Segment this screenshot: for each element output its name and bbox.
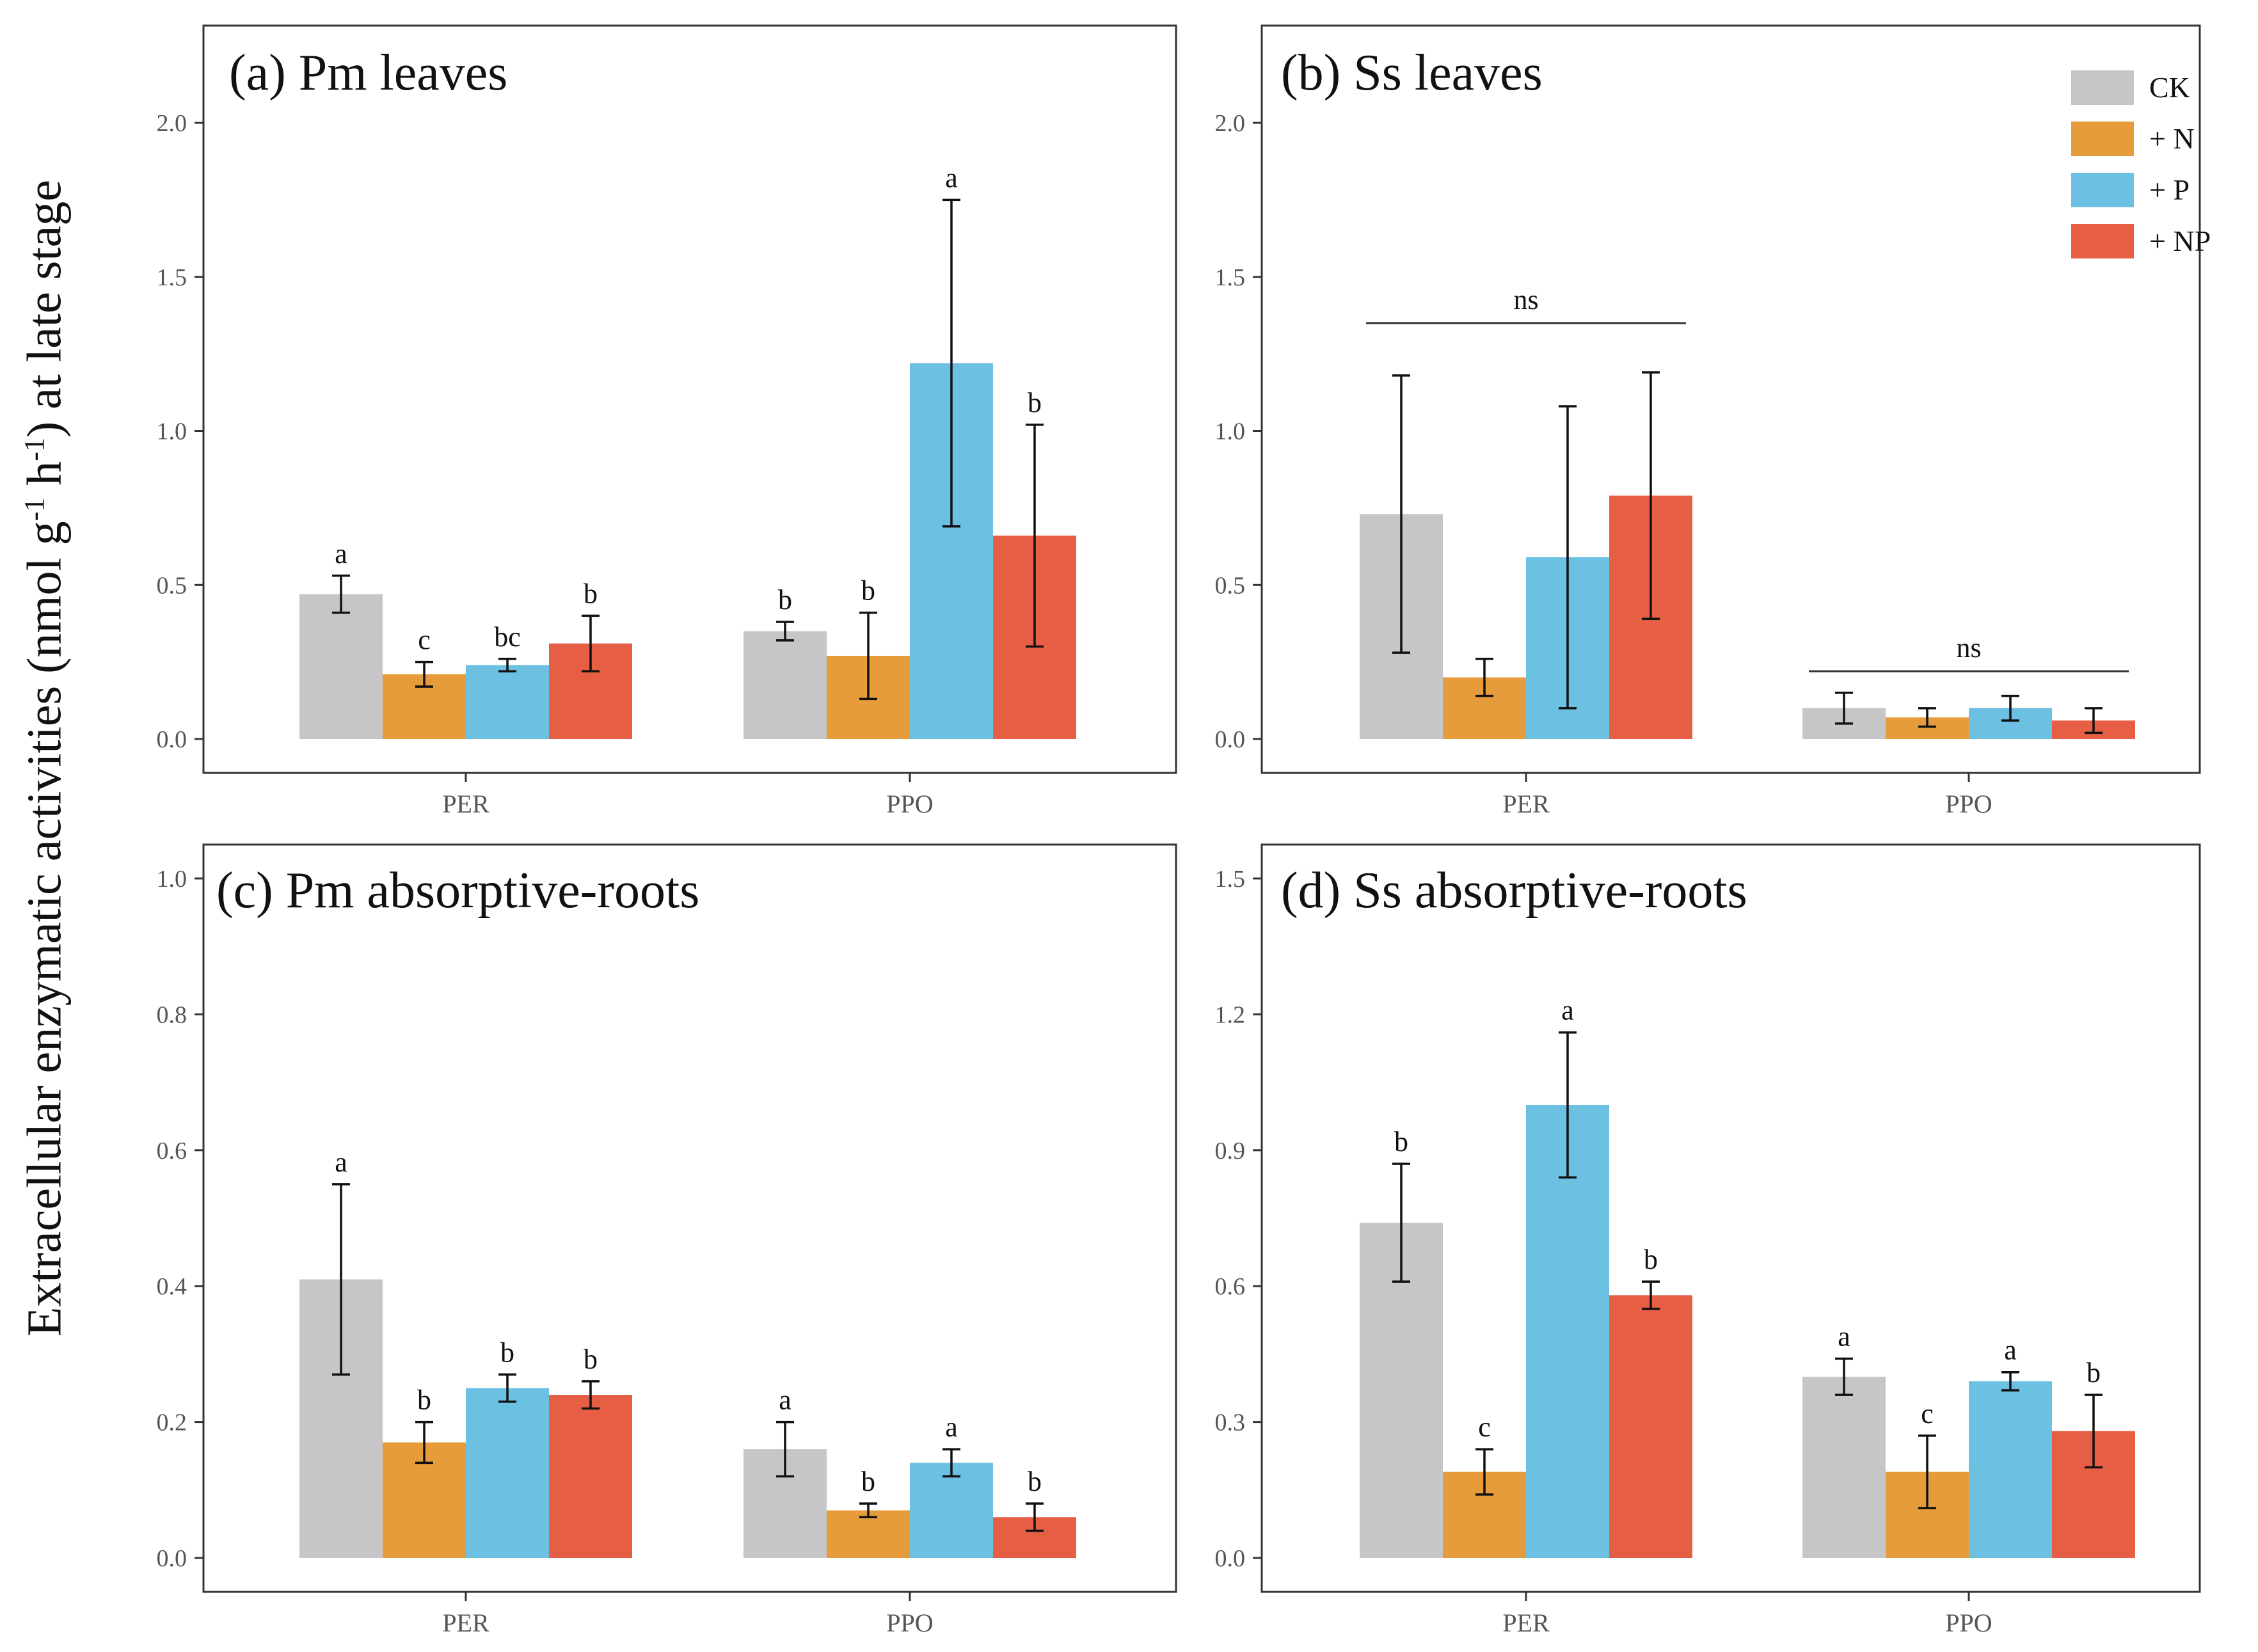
- significance-letter: b: [2087, 1357, 2101, 1388]
- y-tick-label: 0.6: [157, 1138, 187, 1164]
- y-tick-label: 0.5: [157, 572, 187, 599]
- y-tick-label: 2.0: [157, 110, 187, 137]
- significance-letter: c: [1478, 1411, 1491, 1443]
- y-tick-label: 1.5: [157, 264, 187, 291]
- y-tick-label: 0.0: [157, 726, 187, 753]
- significance-letter: b: [1028, 1466, 1042, 1497]
- x-tick-label: PPO: [886, 1608, 933, 1637]
- significance-letter: a: [1838, 1321, 1850, 1352]
- legend-swatch-n: [2071, 122, 2134, 156]
- y-tick-label: 1.0: [1215, 418, 1246, 445]
- legend-swatch-np: [2071, 224, 2134, 258]
- y-tick-label: 0.3: [1215, 1410, 1246, 1436]
- x-tick-label: PPO: [886, 790, 933, 818]
- x-tick-label: PER: [442, 1608, 489, 1637]
- significance-letter: b: [1028, 387, 1042, 418]
- x-tick-label: PER: [1502, 1608, 1550, 1637]
- x-tick-label: PER: [442, 790, 489, 818]
- bar-p: [466, 1388, 549, 1558]
- x-tick-label: PPO: [1945, 1608, 1992, 1637]
- y-tick-label: 0.8: [157, 1001, 187, 1028]
- bar-p: [1969, 1381, 2052, 1558]
- y-tick-label: 2.0: [1215, 110, 1246, 137]
- significance-letter: a: [1561, 995, 1574, 1026]
- significance-letter: a: [779, 1385, 791, 1416]
- y-tick-label: 1.5: [1215, 866, 1246, 893]
- legend-label: + N: [2149, 122, 2195, 155]
- y-tick-label: 1.0: [157, 418, 187, 445]
- bar-ck: [743, 631, 827, 739]
- bar-p: [910, 1463, 993, 1558]
- significance-letter: b: [1394, 1126, 1408, 1157]
- significance-letter: b: [861, 1466, 875, 1497]
- panel-frame: [1260, 24, 2201, 774]
- significance-letter: b: [500, 1337, 514, 1368]
- legend-label: + NP: [2149, 225, 2211, 257]
- legend-label: + P: [2149, 173, 2190, 206]
- y-tick-label: 1.5: [1215, 264, 1246, 291]
- panel-title: (c) Pm absorptive-roots: [216, 862, 699, 919]
- panel-frame: [202, 843, 1177, 1593]
- legend-label: CK: [2149, 71, 2190, 104]
- significance-letter: b: [417, 1385, 431, 1416]
- bar-ck: [299, 594, 383, 739]
- significance-letter: bc: [494, 621, 521, 653]
- y-tick-label: 0.0: [1215, 1545, 1246, 1572]
- panel-title: (a) Pm leaves: [229, 45, 507, 101]
- significance-letter: b: [861, 575, 875, 607]
- significance-letter: a: [945, 162, 958, 193]
- y-tick-label: 0.0: [157, 1545, 187, 1572]
- y-tick-label: 0.0: [1215, 726, 1246, 753]
- bar-p: [1526, 1105, 1609, 1558]
- x-tick-label: PER: [1502, 790, 1550, 818]
- significance-letter: a: [945, 1411, 958, 1443]
- significance-letter: b: [584, 578, 598, 609]
- panel-title: (b) Ss leaves: [1281, 45, 1543, 101]
- y-tick-label: 0.2: [157, 1410, 187, 1436]
- y-tick-label: 0.5: [1215, 572, 1246, 599]
- significance-letter: c: [418, 624, 431, 656]
- panel-title: (d) Ss absorptive-roots: [1281, 862, 1747, 919]
- bar-np: [549, 1395, 632, 1558]
- significance-letter: b: [1644, 1244, 1658, 1275]
- bar-ck: [1802, 1376, 1886, 1558]
- bar-n: [827, 1510, 910, 1558]
- significance-letter: b: [778, 584, 792, 616]
- significance-letter: a: [335, 538, 347, 569]
- ns-label: ns: [1513, 284, 1538, 315]
- significance-letter: c: [1921, 1398, 1934, 1429]
- significance-letter: a: [335, 1147, 347, 1178]
- bar-p: [466, 665, 549, 739]
- significance-letter: a: [2004, 1335, 2017, 1366]
- y-tick-label: 0.9: [1215, 1138, 1246, 1164]
- y-tick-label: 0.6: [1215, 1273, 1246, 1300]
- panel-frame: [202, 24, 1177, 774]
- significance-letter: b: [584, 1344, 598, 1375]
- y-tick-label: 1.0: [157, 866, 187, 893]
- ns-label: ns: [1956, 632, 1981, 663]
- panel-frame: [1260, 843, 2201, 1593]
- x-tick-label: PPO: [1945, 790, 1992, 818]
- legend-swatch-p: [2071, 173, 2134, 207]
- bar-np: [1609, 1295, 1692, 1558]
- legend-swatch-ck: [2071, 70, 2134, 105]
- y-tick-label: 1.2: [1215, 1001, 1246, 1028]
- y-tick-label: 0.4: [157, 1273, 187, 1300]
